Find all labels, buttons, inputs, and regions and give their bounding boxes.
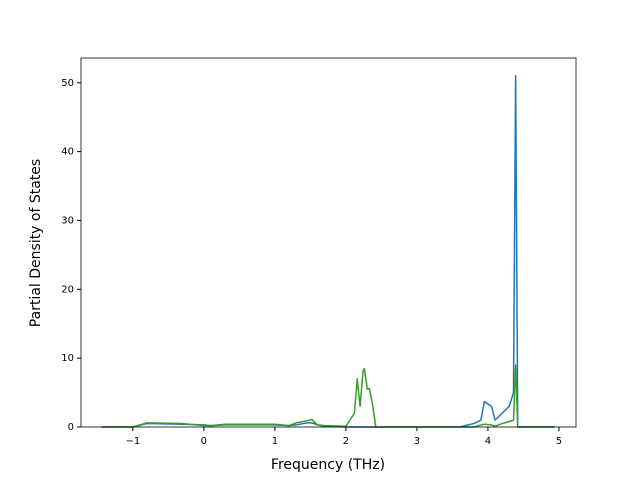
x-tick-label: 1 <box>272 436 278 447</box>
plot-frame <box>80 57 577 428</box>
y-tick-label: 50 <box>61 78 74 89</box>
y-tick-label: 0 <box>68 422 74 433</box>
y-axis-label: Partial Density of States <box>28 159 44 327</box>
y-tick-label: 30 <box>61 215 74 226</box>
x-tick-label: −1 <box>125 436 140 447</box>
x-tick-label: 3 <box>414 436 420 447</box>
y-tick-label: 10 <box>61 353 74 364</box>
x-tick-label: 5 <box>556 436 562 447</box>
x-tick-label: 4 <box>485 436 491 447</box>
x-tick-label: 2 <box>343 436 349 447</box>
x-tick-label: 0 <box>201 436 207 447</box>
y-tick-label: 20 <box>61 284 74 295</box>
series-line <box>101 364 555 428</box>
x-axis-label: Frequency (THz) <box>271 457 385 473</box>
series-line <box>101 75 555 428</box>
y-tick-label: 40 <box>61 147 74 158</box>
